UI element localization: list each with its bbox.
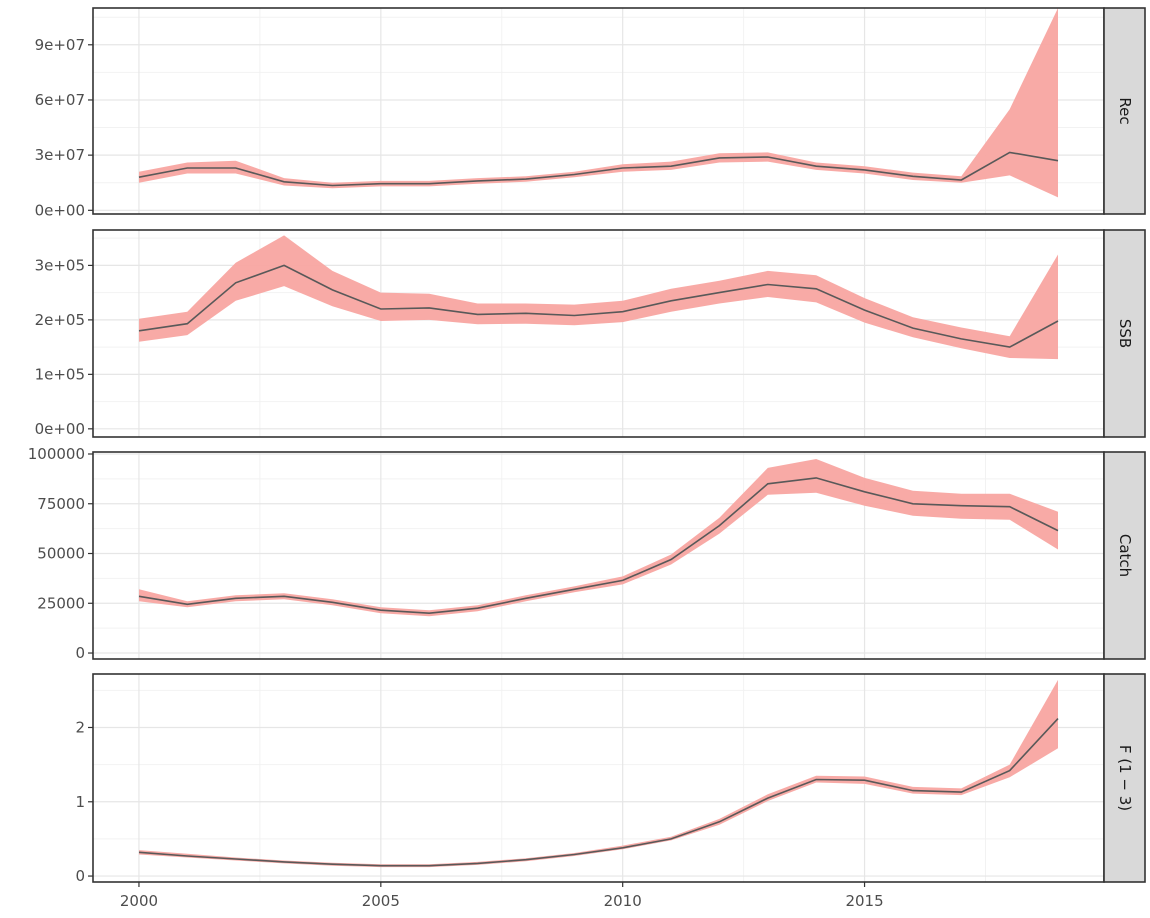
x-tick-label: 2015 [845,892,883,910]
estimate-line [138,477,1059,615]
facet-strip [1103,229,1146,438]
panel-background [93,452,1104,659]
panel-f-1-3: 0 1 2 F (1 − 3) [75,673,1146,885]
y-tick-label: 2e+05 [35,311,85,329]
y-tick-label: 0e+00 [35,201,85,219]
y-tick-label: 0e+00 [35,420,85,438]
y-tick-label: 1e+05 [35,365,85,383]
y-tick-label: 1 [75,793,85,811]
x-tick-label: 2000 [120,892,158,910]
y-tick-label: 100000 [28,445,85,463]
facet-strip-label: Catch [1116,534,1134,577]
facet-strip [1103,673,1146,883]
panel-background [93,674,1104,882]
y-tick-label: 75000 [37,495,85,513]
facet-strip [1103,7,1146,215]
facet-strip-label: SSB [1116,319,1134,348]
panel-catch: 0 25000 50000 75000 100000 Catch [28,445,1146,662]
estimate-line [138,264,1059,348]
y-tick-label: 50000 [37,545,85,563]
y-tick-label: 0 [75,867,85,885]
confidence-band [139,8,1058,198]
panel-ssb: 0e+00 1e+05 2e+05 3e+05 SSB [35,229,1146,438]
x-axis: 2000 2005 2010 2015 [120,882,884,910]
facet-strip-label: Rec [1116,97,1134,124]
panel-rec: 0e+00 3e+07 6e+07 9e+07 Rec [35,7,1146,219]
y-tick-label: 6e+07 [35,91,85,109]
facet-strip [1103,451,1146,660]
x-tick-label: 2005 [362,892,400,910]
y-tick-label: 0 [75,644,85,662]
y-tick-label: 25000 [37,594,85,612]
y-tick-label: 3e+05 [35,256,85,274]
estimate-line [138,718,1059,867]
x-tick-label: 2010 [604,892,642,910]
estimate-line [138,151,1059,187]
facet-strip-label: F (1 − 3) [1116,745,1134,811]
y-tick-label: 9e+07 [35,36,85,54]
y-tick-label: 2 [75,718,85,736]
confidence-band [139,235,1058,360]
panels: 0e+00 3e+07 6e+07 9e+07 Rec 0e+00 1e+05 2e+05 3e… [28,7,1146,885]
y-tick-label: 3e+07 [35,146,85,164]
